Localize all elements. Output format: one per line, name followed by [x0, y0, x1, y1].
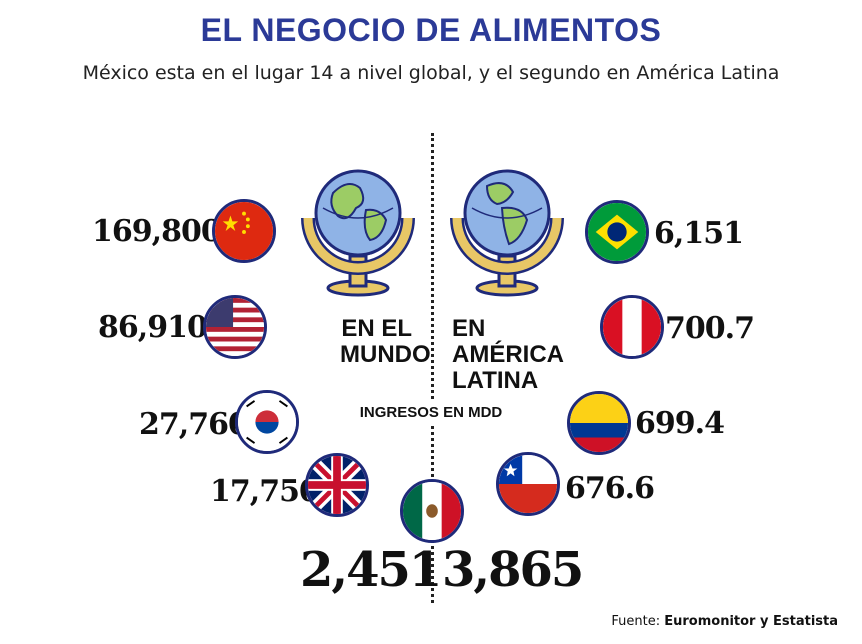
source-note: Fuente: Euromonitor y Estatista — [611, 614, 838, 629]
usa-flag-icon — [203, 295, 267, 359]
value-china: 169,800 — [92, 214, 222, 249]
source-text: Euromonitor y Estatista — [664, 614, 838, 629]
latam-label-line1: EN — [452, 315, 486, 342]
south-korea-flag-icon — [235, 390, 299, 454]
value-uk: 17,750 — [210, 474, 320, 509]
source-prefix: Fuente: — [611, 614, 665, 629]
latam-label: EN AMÉRICA LATINA — [452, 316, 564, 394]
value-colombia: 699.4 — [635, 406, 725, 441]
globe-icon-world — [301, 169, 415, 297]
value-usa: 86,910 — [98, 310, 208, 345]
center-divider — [431, 133, 434, 603]
value-peru: 700.7 — [665, 311, 755, 346]
china-flag-icon — [212, 199, 276, 263]
mexico-flag-icon — [400, 479, 464, 543]
value-south-korea: 27,760 — [139, 407, 249, 442]
brazil-flag-icon — [585, 200, 649, 264]
value-chile: 676.6 — [565, 471, 655, 506]
mexico-world-value: 2,451 — [300, 542, 442, 598]
world-label-line2: MUNDO — [340, 341, 431, 368]
colombia-flag-icon — [567, 391, 631, 455]
latam-label-line2: AMÉRICA — [452, 341, 564, 368]
latam-label-line3: LATINA — [452, 367, 539, 394]
value-brazil: 6,151 — [654, 216, 744, 251]
chile-flag-icon — [496, 452, 560, 516]
page-title: EL NEGOCIO DE ALIMENTOS — [200, 12, 662, 48]
mexico-latam-value: 3,865 — [442, 542, 584, 598]
page-subtitle: México esta en el lugar 14 a nivel globa… — [82, 62, 780, 84]
globe-icon-latam — [450, 169, 564, 297]
uk-flag-icon — [305, 453, 369, 517]
revenue-label: INGRESOS EN MDD — [340, 402, 522, 423]
world-label-line1: EN EL — [341, 315, 412, 342]
world-label: EN EL MUNDO — [340, 315, 431, 368]
peru-flag-icon — [600, 295, 664, 359]
